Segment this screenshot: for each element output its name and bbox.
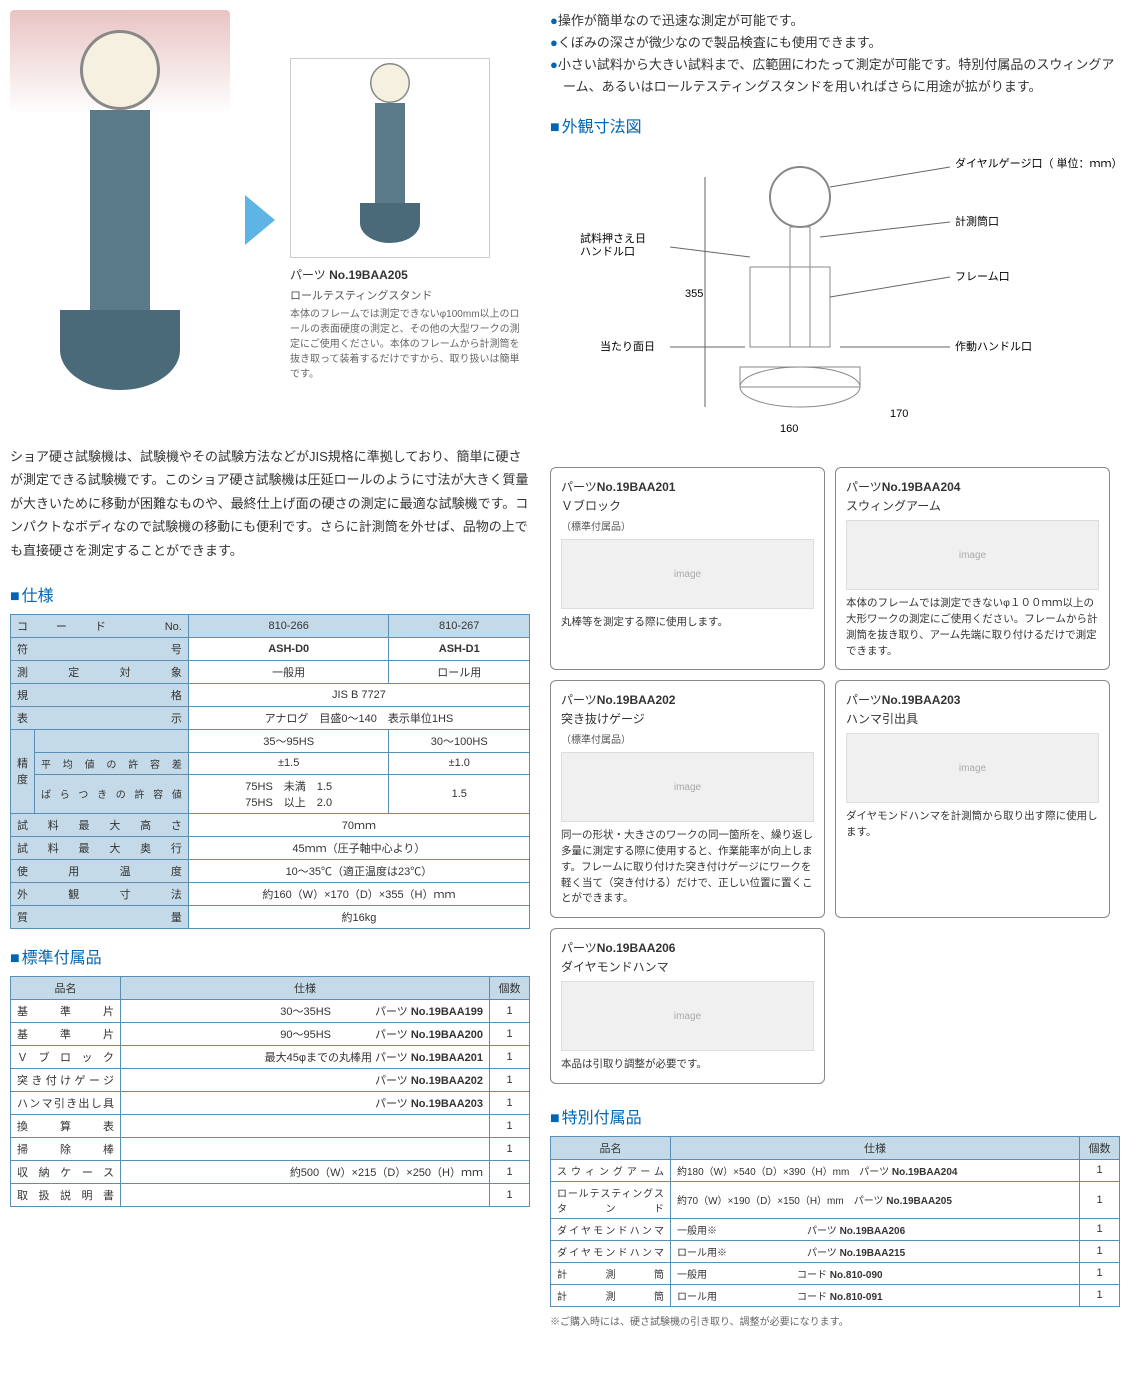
sub-product-block: パーツ No.19BAA205 ロールテスティングスタンド 本体のフレームでは測… — [290, 58, 520, 382]
heading-spec: 仕様 — [10, 582, 530, 606]
sub-product-image — [290, 58, 490, 258]
part-image: image — [561, 981, 814, 1051]
part-image: image — [561, 539, 814, 609]
svg-text:試料押さえ日: 試料押さえ日 — [580, 231, 646, 245]
part-card: パーツNo.19BAA204 スウィングアーム image 本体のフレームでは測… — [835, 467, 1110, 670]
svg-text:ハンドル口: ハンドル口 — [580, 246, 635, 258]
arrow-icon — [245, 195, 275, 245]
part-image: image — [846, 520, 1099, 590]
part-card: パーツNo.19BAA202 突き抜けゲージ （標準付属品） image 同一の… — [550, 680, 825, 918]
sub-part-number: パーツ No.19BAA205 — [290, 266, 520, 283]
feature-bullet: くぼみの深さが微少なので製品検査にも使用できます。 — [550, 32, 1120, 54]
dim-width: 160 — [780, 423, 798, 435]
svg-text:計測筒口: 計測筒口 — [955, 214, 999, 228]
heading-diagram: 外観寸法図 — [550, 113, 1120, 137]
opt-footnote: ※ご購入時には、硬さ試験機の引き取り、調整が必要になります。 — [550, 1313, 1120, 1328]
sub-part-name: ロールテスティングスタンド — [290, 287, 520, 303]
intro-paragraph: ショア硬さ試験機は、試験機やその試験方法などがJIS規格に準拠しており、簡単に硬… — [10, 445, 530, 562]
std-accessory-table: 品名仕様個数 基準片30～35HS パーツ No.19BAA1991基準片90～… — [10, 976, 530, 1207]
feature-bullet: 操作が簡単なので迅速な測定が可能です。 — [550, 10, 1120, 32]
dim-height: 355 — [685, 288, 703, 300]
dim-depth: 170 — [890, 408, 908, 420]
heading-std-acc: 標準付属品 — [10, 944, 530, 968]
part-card: パーツNo.19BAA203 ハンマ引出具 image ダイヤモンドハンマを計測… — [835, 680, 1110, 918]
feature-bullets: 操作が簡単なので迅速な測定が可能です。くぼみの深さが微少なので製品検査にも使用で… — [550, 10, 1120, 98]
part-image: image — [561, 752, 814, 822]
parts-cards: パーツNo.19BAA201 Ｖブロック （標準付属品） image 丸棒等を測… — [550, 467, 1120, 1084]
part-card: パーツNo.19BAA201 Ｖブロック （標準付属品） image 丸棒等を測… — [550, 467, 825, 670]
svg-text:フレーム口: フレーム口 — [955, 270, 1010, 283]
part-card: パーツNo.19BAA206 ダイヤモンドハンマ image 本品は引取り調整が… — [550, 928, 825, 1084]
part-image: image — [846, 733, 1099, 803]
feature-bullet: 小さい試料から大きい試料まで、広範囲にわたって測定が可能です。特別付属品のスウィ… — [550, 54, 1120, 98]
product-image-row: パーツ No.19BAA205 ロールテスティングスタンド 本体のフレームでは測… — [10, 10, 530, 430]
main-product-image — [10, 10, 230, 430]
dimension-diagram: 355 160 170 ダイヤルゲージ口（ 単位：ｍｍ） 計測筒口 試料押さえ日… — [550, 147, 1120, 447]
sub-part-desc: 本体のフレームでは測定できないφ100mm以上のロールの表面硬度の測定と、その他… — [290, 307, 520, 382]
spec-table: コード No.810-266810-267符号ASH-D0ASH-D1測定対象一… — [10, 614, 530, 929]
svg-text:当たり面日: 当たり面日 — [600, 339, 655, 353]
svg-text:ダイヤルゲージ口（ 単位：ｍｍ）: ダイヤルゲージ口（ 単位：ｍｍ） — [955, 156, 1120, 170]
heading-opt-acc: 特別付属品 — [550, 1104, 1120, 1128]
svg-text:作動ハンドル口: 作動ハンドル口 — [955, 339, 1032, 353]
opt-accessory-table: 品名仕様個数 スウィングアーム約180（W）×540（D）×390（H）mm パ… — [550, 1136, 1120, 1307]
